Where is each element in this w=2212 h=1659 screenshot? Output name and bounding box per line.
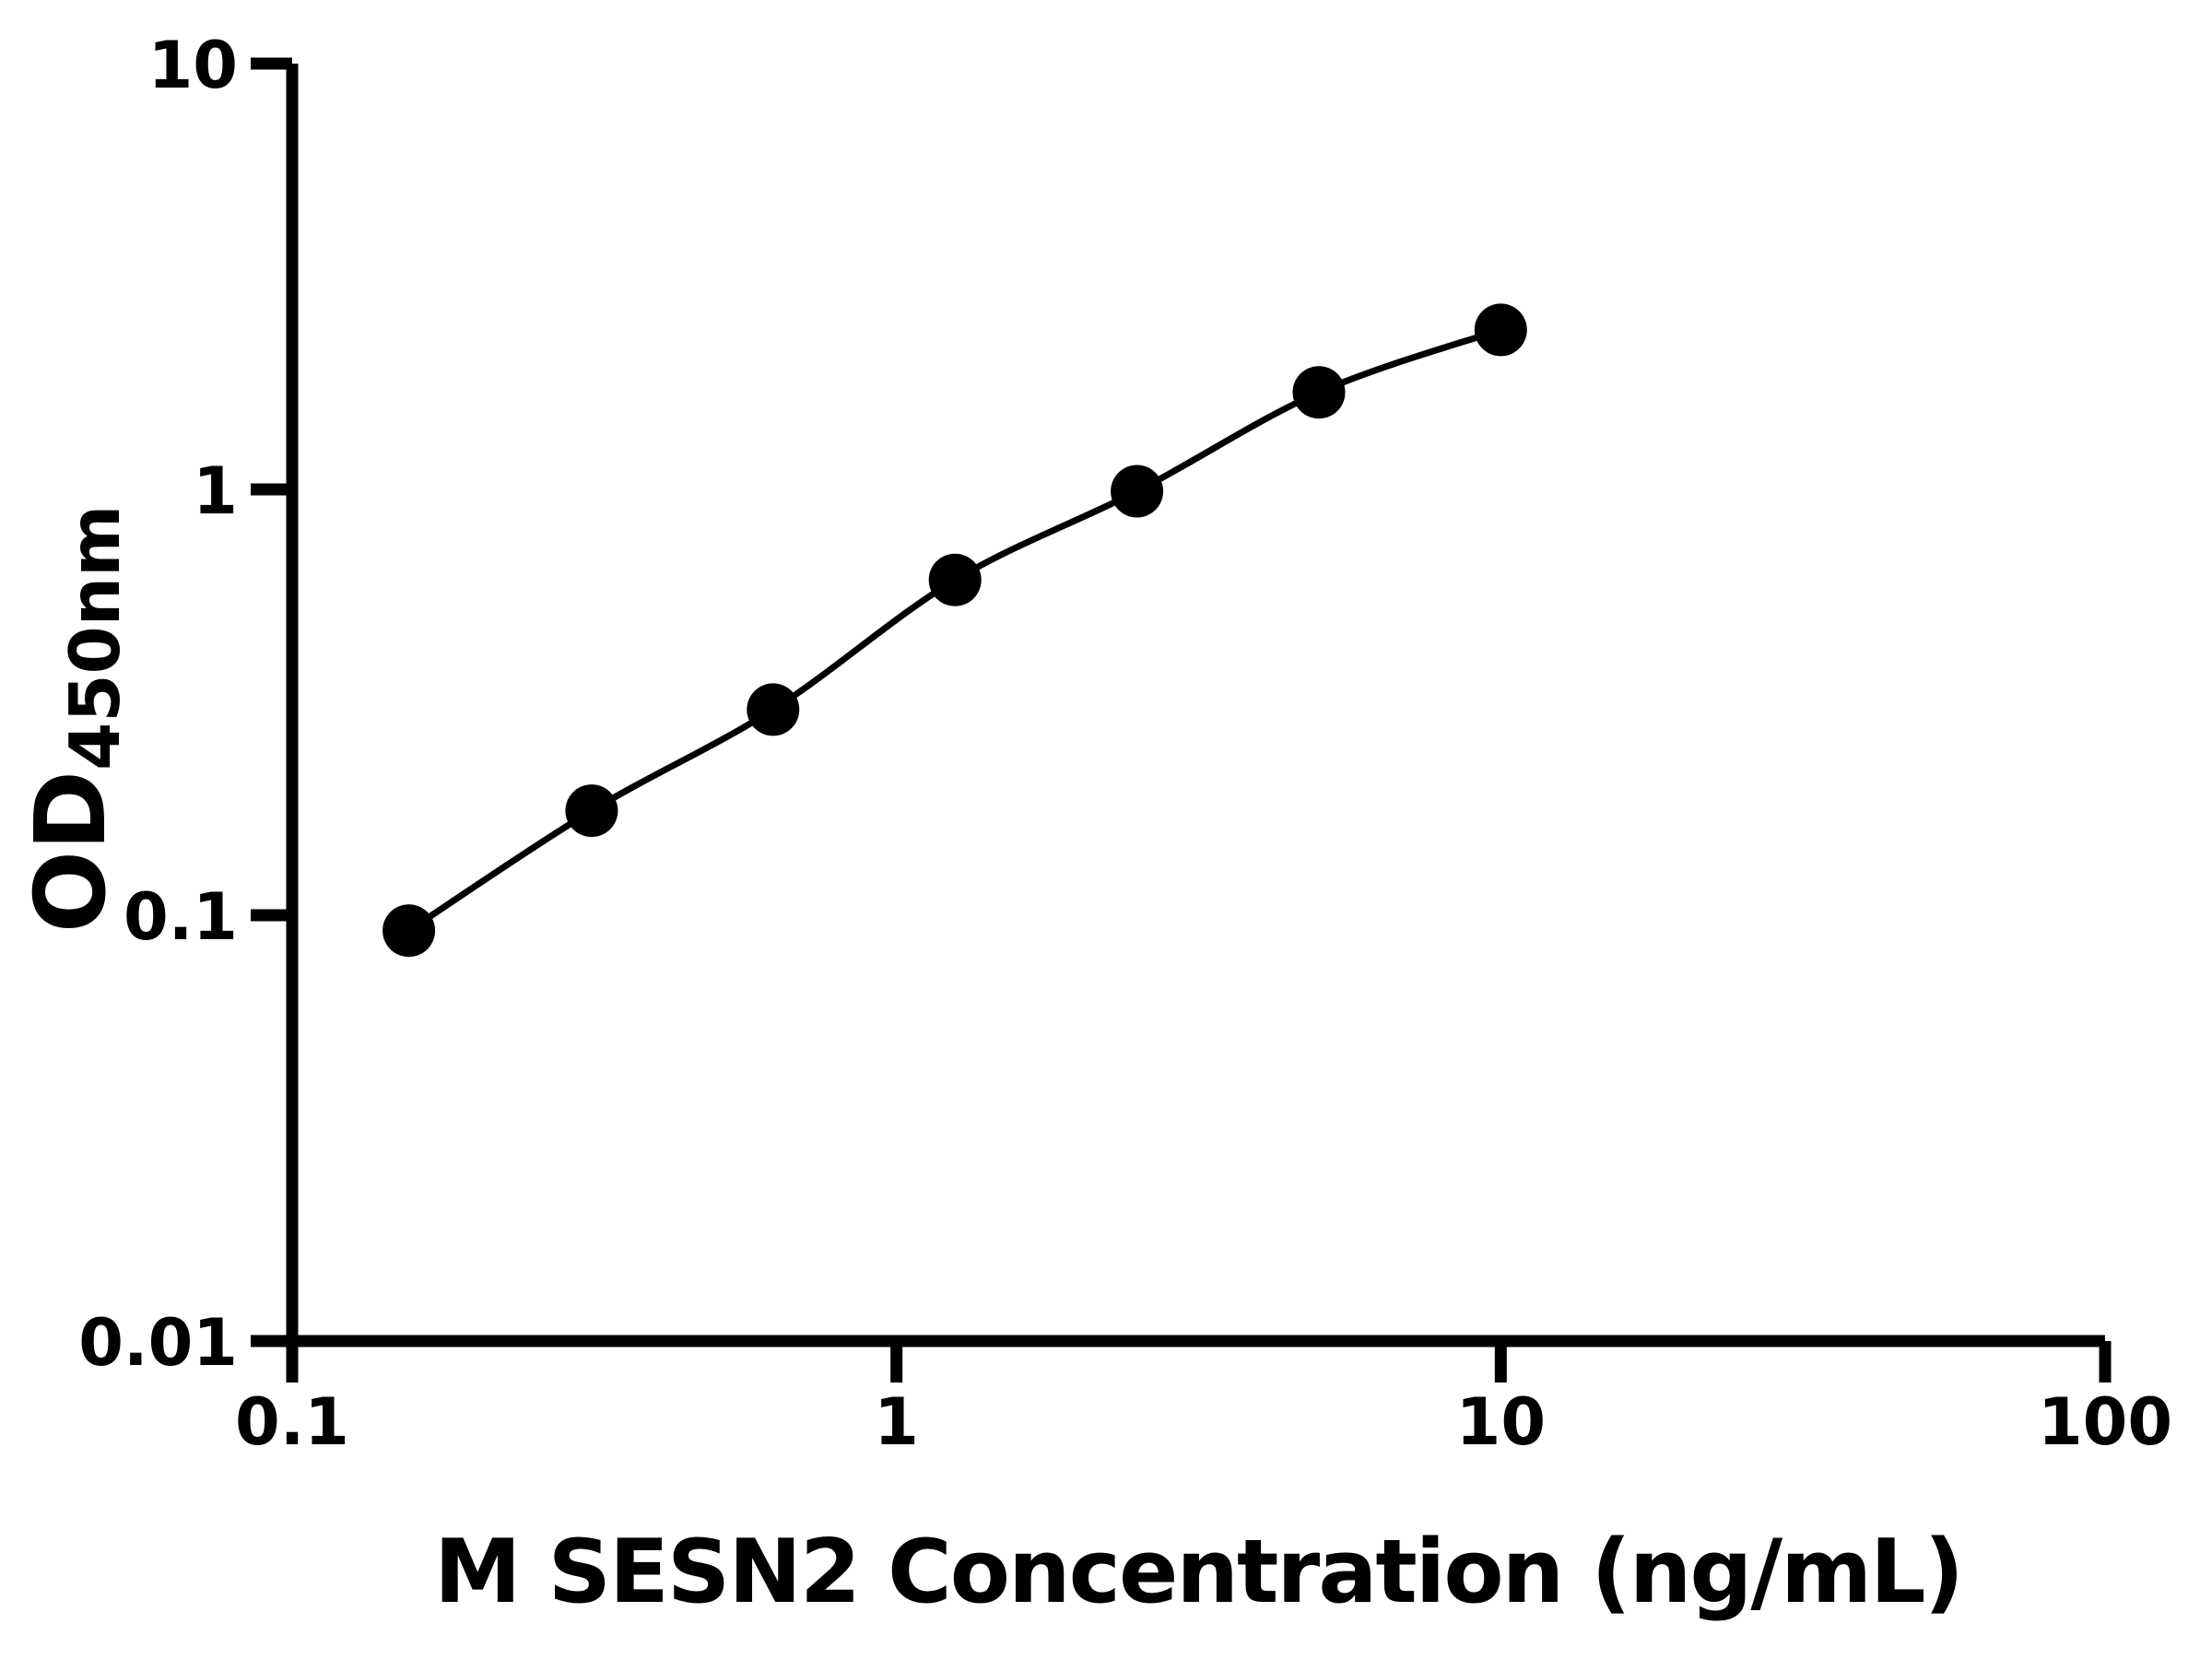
data-point bbox=[1292, 366, 1346, 419]
x-tick-label: 1 bbox=[874, 1384, 919, 1460]
curve-line bbox=[406, 326, 1502, 934]
data-point bbox=[565, 784, 618, 838]
x-tick-label: 0.1 bbox=[235, 1384, 349, 1460]
y-tick-label: 0.1 bbox=[124, 879, 238, 955]
y-axis-title: OD450nm bbox=[15, 505, 135, 934]
y-tick-label: 0.01 bbox=[78, 1305, 238, 1381]
y-tick-label: 1 bbox=[193, 453, 238, 529]
data-point bbox=[747, 683, 800, 736]
data-point bbox=[382, 904, 436, 958]
data-point bbox=[928, 553, 982, 606]
y-axis-title-main: OD bbox=[15, 771, 127, 933]
y-axis-title-sub: 450nm bbox=[54, 505, 135, 771]
axis-spines bbox=[286, 64, 2105, 1347]
data-layer bbox=[382, 303, 1527, 958]
x-axis-title: M SESN2 Concentration (ng/mL) bbox=[434, 1522, 1962, 1623]
axes-layer bbox=[286, 64, 2105, 1347]
x-tick-label: 10 bbox=[1456, 1384, 1546, 1460]
data-point bbox=[1111, 465, 1164, 518]
data-point bbox=[1474, 303, 1527, 357]
y-tick-label: 10 bbox=[148, 28, 238, 103]
x-tick-label: 100 bbox=[2038, 1384, 2172, 1460]
